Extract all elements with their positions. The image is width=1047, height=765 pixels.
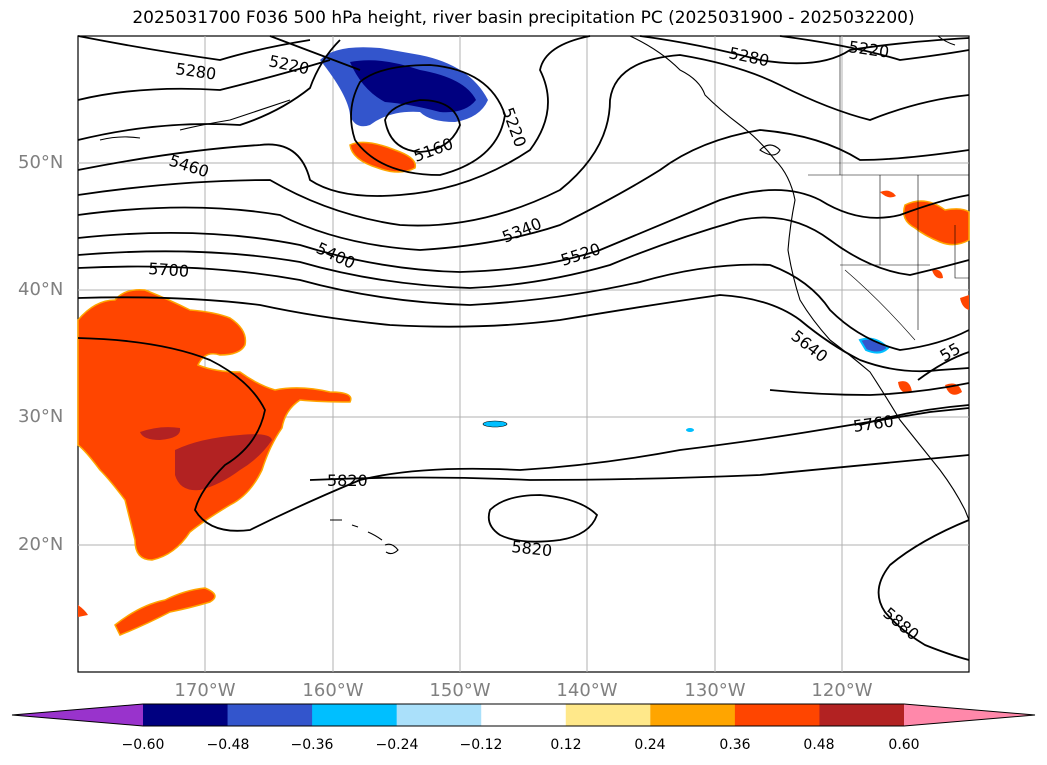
colorbar-segments xyxy=(12,704,1035,726)
negative-patch-2 xyxy=(686,428,694,432)
colorbar-segment xyxy=(650,704,736,726)
contour-5220-closed xyxy=(350,64,506,176)
coastline-aleutians-2 xyxy=(179,99,291,131)
coastline-aleutians-1 xyxy=(99,136,141,141)
contour-5760 xyxy=(859,404,970,426)
positive-patch-us-3 xyxy=(960,295,969,310)
contour-5340-north xyxy=(77,59,331,101)
colorbar-segment xyxy=(143,704,229,726)
contour-55-east xyxy=(917,351,970,381)
coastline-canada-top xyxy=(937,35,956,46)
colorbar-tick-label: −0.12 xyxy=(459,737,503,753)
lat-label-50n: 50°N xyxy=(18,152,64,173)
negative-patch-1 xyxy=(482,420,508,428)
lat-label-40n: 40°N xyxy=(18,279,64,300)
contour-label: 5820 xyxy=(327,471,368,490)
state-borders xyxy=(808,36,969,341)
colorbar-segment xyxy=(227,704,313,726)
island-vancouver xyxy=(759,144,781,156)
positive-region-edge xyxy=(78,605,88,617)
colorbar-tick-label: −0.48 xyxy=(206,737,250,753)
strong-positive-region-pacific xyxy=(175,434,272,491)
coastline-north-america xyxy=(629,35,970,521)
contour-5460 xyxy=(77,35,591,197)
contour-5340 xyxy=(77,54,970,227)
state-lines xyxy=(840,175,969,330)
contour-label: 5820 xyxy=(511,537,553,560)
chart-title: 2025031700 F036 500 hPa height, river ba… xyxy=(132,8,915,28)
strong-negative-region-alaska xyxy=(350,60,476,113)
coastlines xyxy=(99,35,970,555)
colorbar-segment xyxy=(312,704,398,726)
contour-label: 5700 xyxy=(148,259,190,281)
contour-5640 xyxy=(77,294,970,373)
lat-label-30n: 30°N xyxy=(18,406,64,427)
contour-5700 xyxy=(77,337,970,532)
positive-region-gulf xyxy=(349,141,417,173)
border-california-nevada xyxy=(844,269,916,341)
contour-5880 xyxy=(877,519,970,661)
colorbar-tick-label: −0.24 xyxy=(375,737,419,753)
colorbar-segment xyxy=(396,704,482,726)
positive-patch-us-1 xyxy=(880,190,896,198)
contour-5400-north xyxy=(77,39,341,141)
colorbar-segment xyxy=(481,704,567,726)
positive-patch-us-4 xyxy=(898,381,912,393)
strong-positive-small xyxy=(140,427,181,440)
lat-label-20n: 20°N xyxy=(18,534,64,555)
contour-5400 xyxy=(77,129,970,251)
lon-label-120w: 120°W xyxy=(811,680,873,701)
hawaii-islands xyxy=(330,519,399,555)
colorbar-tick-label: −0.36 xyxy=(290,737,334,753)
lon-label-160w: 160°W xyxy=(302,680,364,701)
contour-5820-closed xyxy=(487,494,599,543)
colorbar-segment xyxy=(565,704,651,726)
contour-5820-long xyxy=(309,454,970,481)
colorbar-tick-label: 0.24 xyxy=(634,737,666,753)
contour-5580 xyxy=(77,263,970,351)
contour-5280-east xyxy=(639,35,970,65)
colorbar-tick-label: 0.48 xyxy=(803,737,835,753)
positive-patch-us-2 xyxy=(932,269,943,279)
contour-label-group: 5280 5220 5280 5220 5160 5220 5460 5340 … xyxy=(148,37,964,644)
lon-label-170w: 170°W xyxy=(174,680,236,701)
contour-5220-west xyxy=(269,35,361,71)
contour-5220-east xyxy=(779,35,970,61)
contour-5160 xyxy=(384,99,461,153)
positive-region-us-north xyxy=(903,200,970,246)
positive-region-south xyxy=(114,587,216,636)
colorbar-extend-max xyxy=(904,704,1035,726)
colorbar-outline xyxy=(11,703,1036,727)
contour-5760-inner xyxy=(769,382,970,396)
colorbar-segment xyxy=(819,704,905,726)
colorbar-extend-min xyxy=(12,704,143,726)
height-contours xyxy=(77,35,970,661)
lon-label-140w: 140°W xyxy=(556,680,618,701)
colorbar-tick-label: −0.60 xyxy=(121,737,165,753)
contour-5460-b xyxy=(77,189,970,273)
precip-shading xyxy=(77,47,970,636)
colorbar-tick-label: 0.36 xyxy=(719,737,751,753)
lon-label-150w: 150°W xyxy=(429,680,491,701)
positive-region-pacific-west xyxy=(77,288,352,561)
lon-label-130w: 130°W xyxy=(684,680,746,701)
contour-5520 xyxy=(77,216,970,289)
colorbar-tick-label: 0.60 xyxy=(888,737,920,753)
gridlines xyxy=(78,36,969,672)
colorbar-tick-label: 0.12 xyxy=(550,737,582,753)
colorbar-segment xyxy=(734,704,820,726)
contour-5280-west xyxy=(77,35,311,61)
